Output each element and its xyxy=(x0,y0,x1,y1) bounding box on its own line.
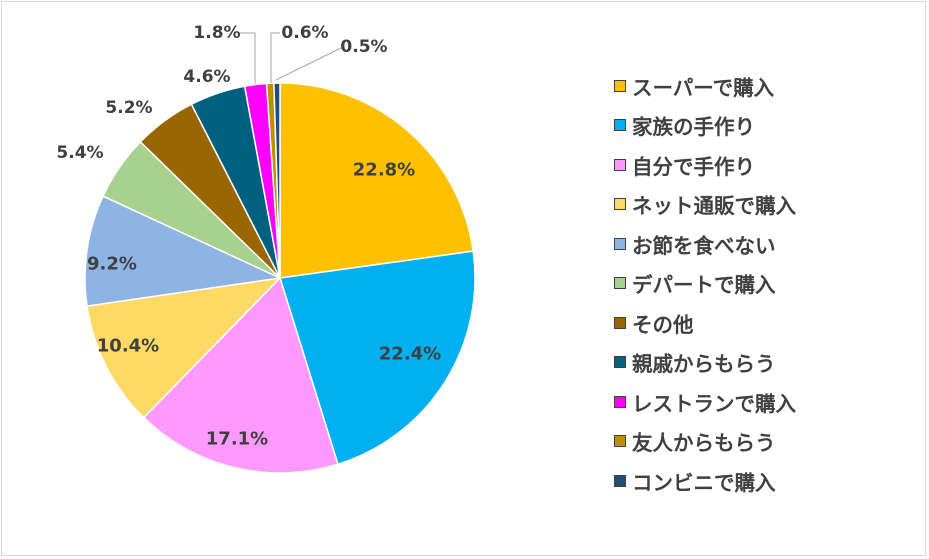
chart-legend: スーパーで購入 家族の手作り 自分で手作りネット通販で購入 お節を食べない デパートで購… xyxy=(614,66,796,501)
legend-label: デパートで購入 xyxy=(632,273,776,298)
pie-slice xyxy=(84,195,283,307)
legend-item: 親戚からもらう xyxy=(614,343,796,383)
legend-item: コンビニで購入 xyxy=(614,461,796,501)
data-label: 22.4% xyxy=(379,344,441,365)
leader-line xyxy=(238,32,256,84)
data-label: 17.1% xyxy=(206,429,268,450)
data-label: 4.6% xyxy=(183,67,230,87)
data-label: 9.2% xyxy=(87,254,137,275)
legend-label: 家族の手作り xyxy=(632,115,755,140)
pie-slice xyxy=(273,82,281,279)
pie-slice xyxy=(279,250,476,466)
legend-label: ネット通販で購入 xyxy=(632,194,796,219)
legend-item: その他 xyxy=(614,303,796,343)
legend-item: ネット通販で購入 xyxy=(614,185,796,225)
legend-swatch xyxy=(614,198,626,211)
legend-swatch xyxy=(614,158,626,171)
legend-item: お節を食べない xyxy=(614,224,796,264)
legend-label: レストランで購入 xyxy=(632,391,796,416)
legend-swatch xyxy=(614,474,626,487)
legend-label: 自分で手作り xyxy=(632,154,755,179)
legend-swatch xyxy=(614,79,626,92)
legend-item: 自分で手作り xyxy=(614,145,796,185)
legend-item: レストランで購入 xyxy=(614,382,796,422)
pie-slice xyxy=(279,82,474,279)
leader-line xyxy=(270,32,280,83)
pie-slice xyxy=(86,276,283,419)
data-label: 10.4% xyxy=(97,336,159,357)
legend-item: スーパーで購入 xyxy=(614,66,796,106)
legend-swatch xyxy=(614,277,626,290)
legend-swatch xyxy=(614,316,626,329)
legend-label: コンビニで購入 xyxy=(632,470,776,495)
legend-label: お節を食べない xyxy=(632,233,776,258)
legend-label: スーパーで購入 xyxy=(632,75,775,100)
legend-swatch xyxy=(614,356,626,369)
data-label: 0.6% xyxy=(281,23,328,43)
legend-item: 友人からもらう xyxy=(614,422,796,462)
pie-slice xyxy=(142,276,339,474)
data-label: 0.5% xyxy=(340,37,387,57)
data-label: 5.4% xyxy=(56,143,103,163)
legend-item: デパートで購入 xyxy=(614,264,796,304)
legend-label: 親戚からもらう xyxy=(632,352,776,377)
legend-swatch xyxy=(614,237,626,250)
leader-line xyxy=(275,46,344,81)
data-label: 22.8% xyxy=(353,160,415,181)
legend-item: 家族の手作り xyxy=(614,106,796,146)
legend-swatch xyxy=(614,435,626,448)
legend-label: 友人からもらう xyxy=(632,431,776,456)
data-label: 5.2% xyxy=(105,98,152,118)
legend-swatch xyxy=(614,119,626,132)
data-label: 1.8% xyxy=(193,23,240,43)
legend-swatch xyxy=(614,395,626,408)
legend-label: その他 xyxy=(632,312,694,337)
